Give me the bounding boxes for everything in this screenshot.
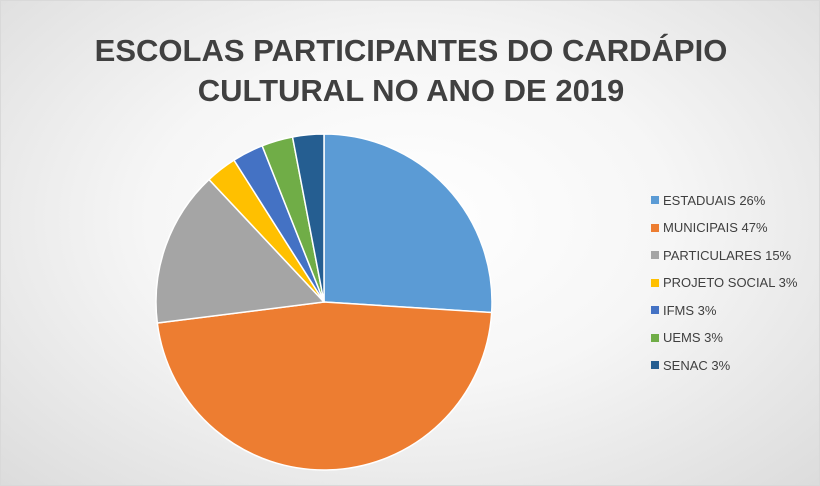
legend-swatch-0	[651, 196, 659, 204]
legend-item-1: MUNICIPAIS 47%	[651, 220, 811, 235]
legend-item-5: UEMS 3%	[651, 330, 811, 345]
legend-item-3: PROJETO SOCIAL 3%	[651, 275, 811, 290]
legend-label-6: SENAC 3%	[663, 357, 731, 373]
legend-label-1: MUNICIPAIS 47%	[663, 220, 768, 235]
legend-item-2: PARTICULARES 15%	[651, 247, 811, 263]
pie-slice-2	[155, 178, 326, 324]
chart-title-line-2: CULTURAL NO ANO DE 2019	[197, 73, 625, 108]
legend-swatch-2	[651, 251, 659, 259]
legend-swatch-5	[651, 333, 659, 342]
legend-label-2: PARTICULARES 15%	[663, 247, 792, 263]
legend-label-4: IFMS 3%	[663, 302, 717, 318]
pie-slice-1	[156, 301, 493, 471]
legend-swatch-4	[651, 306, 659, 314]
legend-swatch-1	[651, 223, 659, 232]
legend-item-0: ESTADUAIS 26%	[651, 192, 811, 208]
legend-swatch-6	[651, 361, 659, 369]
legend-label-0: ESTADUAIS 26%	[663, 192, 766, 208]
legend-item-4: IFMS 3%	[651, 302, 811, 318]
legend-label-3: PROJETO SOCIAL 3%	[663, 275, 798, 290]
legend-label-5: UEMS 3%	[663, 330, 723, 345]
pie-slice-6	[291, 133, 325, 303]
legend-item-6: SENAC 3%	[651, 357, 811, 373]
chart-title-line-1: ESCOLAS PARTICIPANTES DO CARDÁPIO	[94, 33, 728, 68]
chart-legend: ESTADUAIS 26% MUNICIPAIS 47% PARTICULARES …	[651, 193, 811, 386]
legend-swatch-3	[651, 278, 659, 287]
pie-slice-0	[323, 133, 493, 314]
chart-title: ESCOLAS PARTICIPANTES DO CARDÁPIO CULTUR…	[81, 31, 741, 111]
